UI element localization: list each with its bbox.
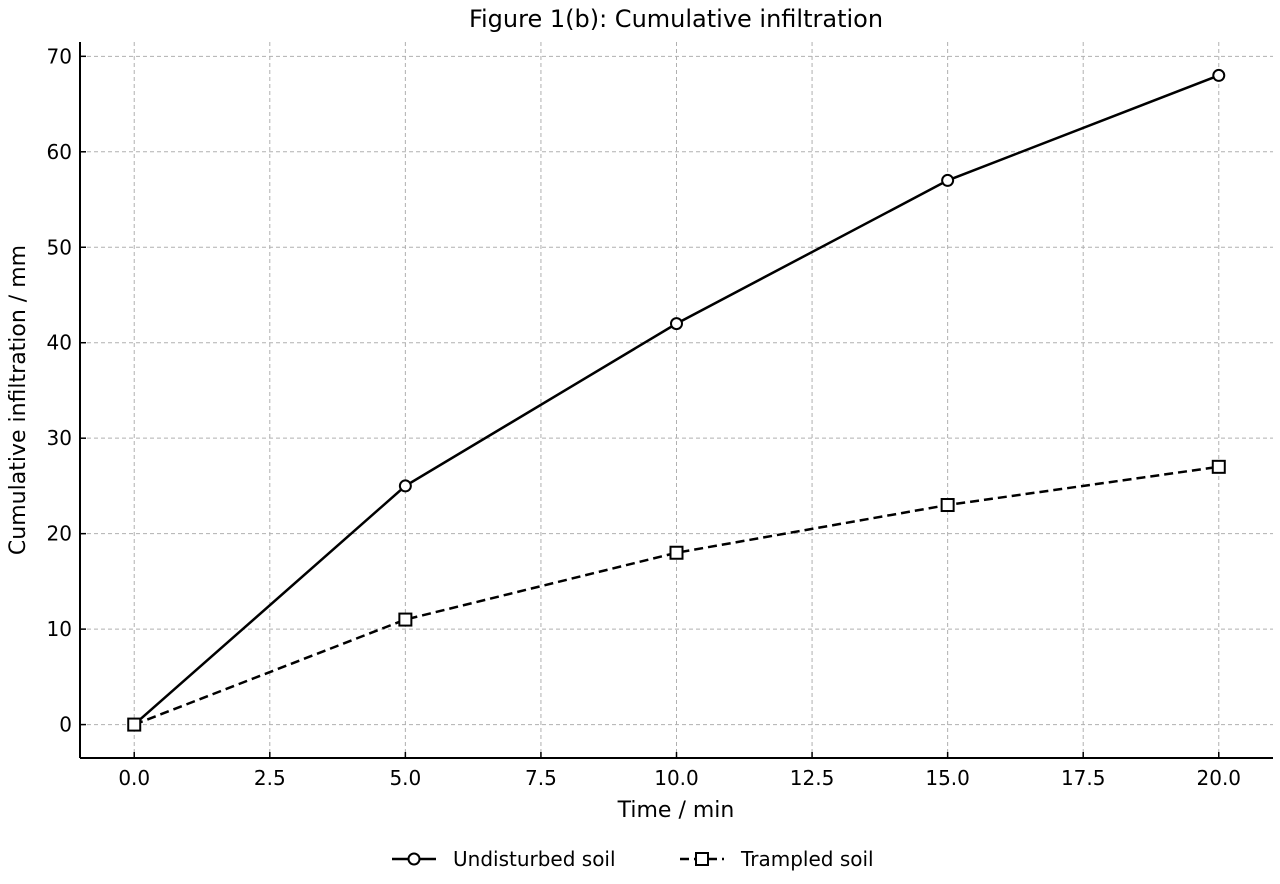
y-tick-label: 60	[47, 140, 72, 164]
y-tick-label: 40	[47, 331, 72, 355]
legend-entry: Trampled soil	[680, 847, 874, 871]
ticks: 0.0 2.5 5.0 7.5 10.0 12.5 15.0 17.5 20.0 0 10 20 30 4…	[47, 44, 1241, 790]
data-point	[1212, 68, 1226, 82]
x-tick-label: 15.0	[925, 766, 970, 790]
y-tick-label: 50	[47, 235, 72, 259]
data-point	[670, 317, 683, 331]
data-point	[669, 545, 684, 560]
legend-label: Undisturbed soil	[453, 847, 616, 871]
x-tick-label: 2.5	[254, 766, 286, 790]
y-tick-label: 0	[59, 713, 72, 737]
legend-marker	[407, 852, 421, 866]
data-point	[940, 498, 955, 513]
y-tick-label: 30	[47, 426, 72, 450]
y-axis-label: Cumulative infiltration / mm	[6, 245, 31, 555]
series-1	[127, 459, 1226, 732]
x-tick-label: 17.5	[1061, 766, 1106, 790]
grid	[80, 42, 1273, 758]
legend-marker	[695, 852, 709, 866]
y-tick-label: 70	[47, 44, 72, 68]
y-tick-label: 20	[47, 522, 72, 546]
legend: Undisturbed soil Trampled soil	[392, 847, 874, 871]
x-axis-label: Time / min	[617, 798, 735, 823]
x-tick-label: 7.5	[525, 766, 557, 790]
x-tick-label: 10.0	[654, 766, 699, 790]
x-tick-label: 20.0	[1197, 766, 1242, 790]
data-point	[127, 717, 142, 732]
x-tick-label: 0.0	[118, 766, 150, 790]
data-point	[398, 612, 413, 627]
x-tick-label: 5.0	[389, 766, 421, 790]
chart-title: Figure 1(b): Cumulative infiltration	[469, 5, 883, 33]
y-tick-label: 10	[47, 617, 72, 641]
legend-entry: Undisturbed soil	[392, 847, 616, 871]
data-point	[398, 479, 412, 493]
series	[127, 68, 1226, 732]
x-tick-label: 12.5	[790, 766, 835, 790]
legend-label: Trampled soil	[740, 847, 874, 871]
data-point	[941, 173, 955, 187]
data-point	[1211, 459, 1226, 474]
